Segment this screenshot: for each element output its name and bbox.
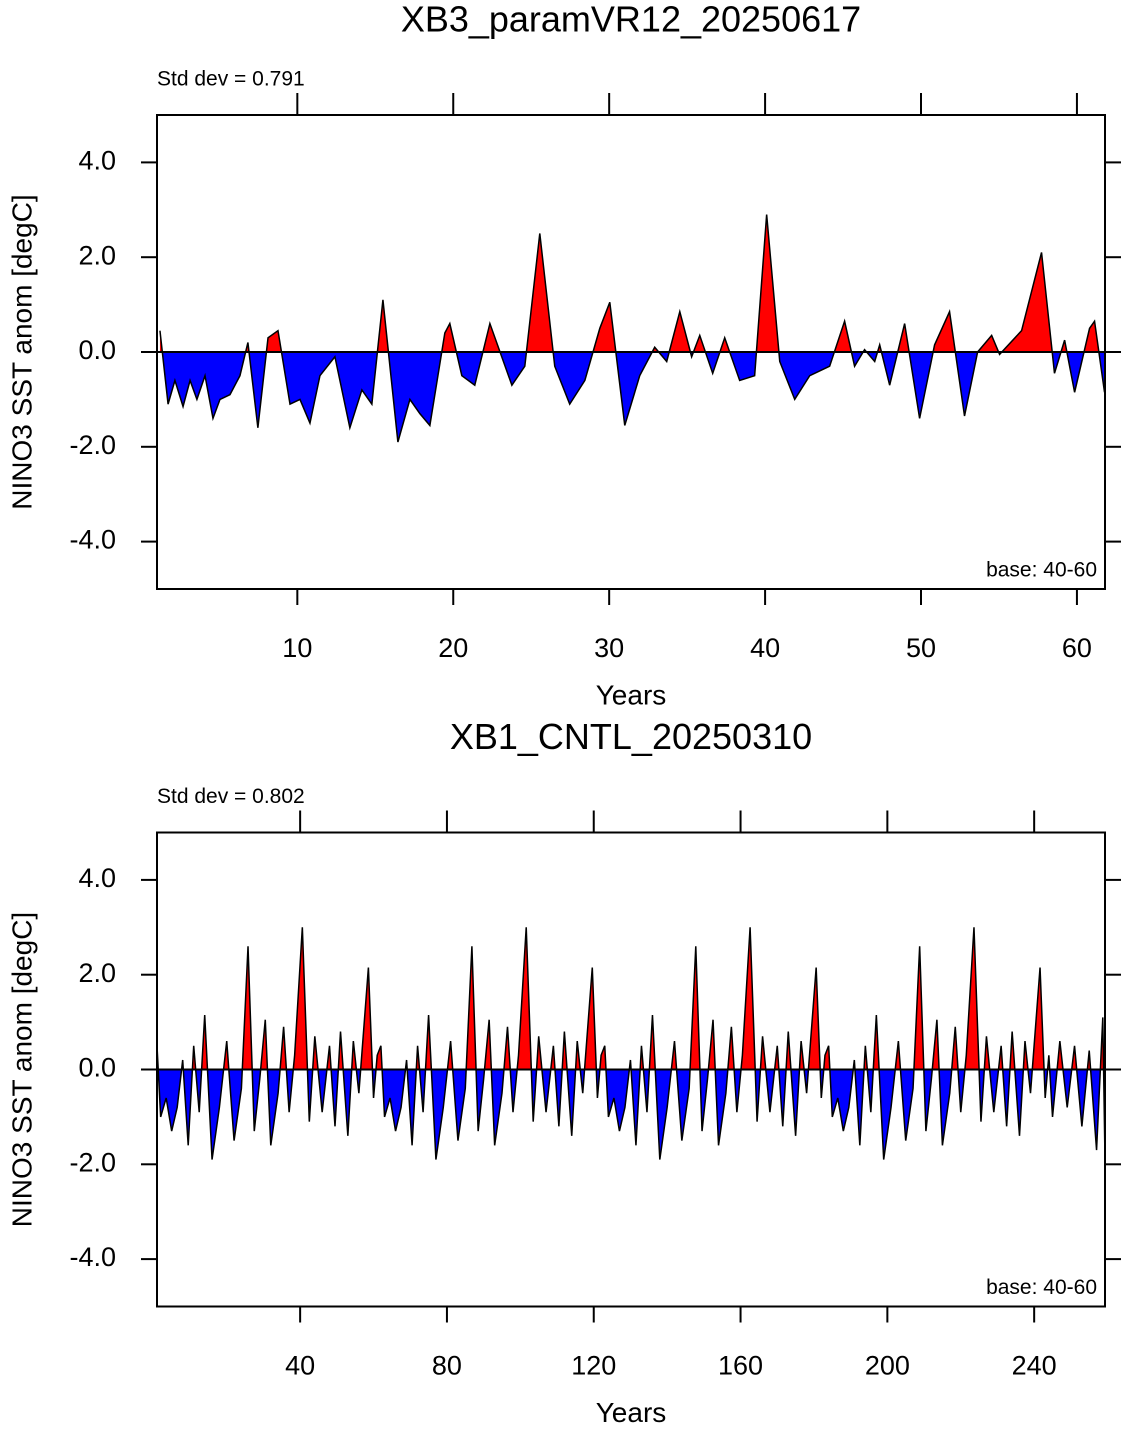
x-tick-label: 240: [1012, 1351, 1057, 1381]
x-tick-label: 40: [750, 633, 780, 663]
anomaly-line: [159, 214, 1106, 443]
std-label: Std dev = 0.802: [157, 785, 305, 808]
y-axis-label: NINO3 SST anom [degC]: [6, 912, 37, 1227]
positive-area: [157, 927, 1105, 1070]
panel: XB3_paramVR12_20250617 Std dev = 0.791 bas…: [6, 0, 1121, 710]
y-tick-label: 0.0: [78, 1053, 116, 1083]
anomaly-line: [156, 927, 1106, 1160]
y-tick-label: -2.0: [69, 1147, 116, 1177]
x-tick-label: 50: [906, 633, 936, 663]
x-tick-label: 20: [438, 633, 468, 663]
x-tick-label: 10: [282, 633, 312, 663]
x-tick-label: 30: [594, 633, 624, 663]
x-tick-label: 40: [285, 1351, 315, 1381]
y-tick-label: -4.0: [69, 1242, 116, 1272]
y-tick-label: 4.0: [78, 863, 116, 893]
plot-frame: [156, 114, 1106, 590]
x-axis-label: Years: [596, 1397, 667, 1428]
y-tick-label: 2.0: [78, 958, 116, 988]
x-tick-label: 60: [1062, 633, 1092, 663]
x-tick-label: 200: [865, 1351, 910, 1381]
y-tick-label: -4.0: [69, 525, 116, 555]
x-tick-label: 120: [571, 1351, 616, 1381]
panel: XB1_CNTL_20250310 Std dev = 0.802 base: 40…: [6, 716, 1121, 1428]
y-tick-label: 2.0: [78, 240, 116, 270]
base-label: base: 40-60: [986, 1276, 1097, 1299]
y-tick-label: 4.0: [78, 146, 116, 176]
chart-title: XB1_CNTL_20250310: [450, 716, 812, 757]
y-axis-label: NINO3 SST anom [degC]: [6, 194, 37, 509]
x-axis-label: Years: [596, 679, 667, 710]
chart-title: XB3_paramVR12_20250617: [401, 0, 861, 40]
base-label: base: 40-60: [986, 559, 1097, 582]
y-tick-label: -2.0: [69, 430, 116, 460]
y-tick-label: 0.0: [78, 335, 116, 365]
std-label: Std dev = 0.791: [157, 68, 305, 91]
x-tick-label: 160: [718, 1351, 763, 1381]
plot-frame: [156, 831, 1106, 1308]
x-tick-label: 80: [432, 1351, 462, 1381]
negative-area: [157, 1069, 1105, 1160]
